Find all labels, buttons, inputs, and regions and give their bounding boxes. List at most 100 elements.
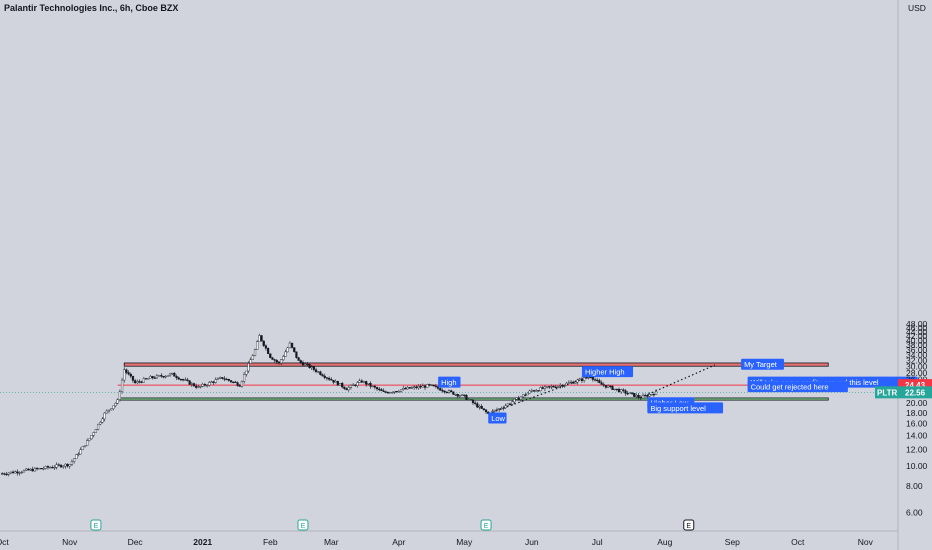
candle-body (210, 381, 213, 383)
candle-body (62, 465, 65, 468)
candle-body (114, 403, 117, 407)
candle-body (293, 347, 296, 352)
candle-body (535, 390, 538, 392)
candle-body (321, 374, 324, 377)
earnings-event-marker[interactable] (683, 519, 695, 531)
candle-body (641, 395, 645, 399)
candle-body (94, 429, 98, 433)
annotation-box[interactable] (741, 358, 784, 370)
candle-body (441, 390, 444, 392)
candle-body (587, 376, 590, 379)
candle-body (25, 468, 28, 471)
support-zone[interactable] (119, 397, 829, 401)
earnings-event-marker[interactable] (90, 519, 102, 531)
candle-body (53, 466, 56, 469)
candle-body (637, 395, 640, 398)
candle-body (380, 389, 383, 392)
candle-body (107, 409, 111, 412)
candle-body (480, 406, 483, 409)
candle-body (600, 382, 603, 385)
candle-body (310, 366, 313, 368)
candle-body (304, 363, 307, 366)
candle-body (3, 473, 6, 475)
candle-body (572, 381, 575, 384)
candle-body (561, 385, 564, 387)
candle-body (247, 363, 250, 372)
x-tick-label: Sep (725, 537, 740, 547)
x-tick-label: Jun (525, 537, 539, 547)
candle-body (138, 381, 141, 383)
y-tick-label: 30.00 (906, 362, 928, 372)
candle-body (264, 345, 268, 349)
candle-body (199, 386, 202, 388)
resistance-zone[interactable] (123, 362, 829, 367)
annotation-box[interactable] (647, 402, 724, 414)
candle-body (319, 371, 322, 375)
candle-body (413, 386, 416, 388)
candle-body (524, 394, 527, 396)
candle-body (234, 381, 237, 383)
candle-body (175, 376, 178, 378)
candle-body (288, 342, 291, 349)
earnings-event-marker[interactable] (297, 519, 309, 531)
y-tick-label: 12.00 (906, 444, 928, 454)
candle-body (537, 390, 540, 392)
annotation-label: High (441, 378, 456, 387)
candle-body (197, 386, 200, 388)
candle-body (240, 380, 244, 387)
candle-body (624, 390, 627, 394)
candle-body (216, 378, 220, 380)
candle-body (57, 464, 60, 466)
candle-body (271, 357, 274, 360)
candle-body (14, 471, 17, 474)
candle-body (16, 471, 19, 474)
candle-body (504, 405, 507, 409)
candle-body (225, 378, 228, 381)
candle-body (306, 363, 309, 366)
candle-body (341, 383, 344, 388)
candle-body (275, 360, 278, 363)
trend-line[interactable] (640, 364, 716, 399)
candle-body (404, 388, 407, 390)
candle-body (467, 399, 470, 401)
candle-body (134, 380, 137, 384)
candle-body (229, 380, 233, 383)
annotation-box[interactable] (581, 366, 634, 378)
y-tick-label: 10.00 (906, 461, 928, 471)
candle-body (160, 375, 163, 377)
candle-body (286, 347, 289, 353)
candle-body (406, 387, 409, 390)
candle-body (136, 381, 139, 384)
candle-body (589, 376, 592, 379)
candle-body (323, 375, 326, 378)
candle-body (545, 386, 549, 388)
candle-body (539, 387, 542, 392)
candle-body (299, 360, 302, 363)
candle-body (249, 359, 252, 364)
earnings-event-marker[interactable] (480, 519, 492, 531)
y-tick-label: 14.00 (906, 431, 928, 441)
candle-body (232, 381, 235, 383)
candle-body (140, 381, 143, 383)
candle-body (426, 384, 429, 388)
candle-body (463, 394, 466, 396)
candle-body (195, 385, 198, 388)
candle-body (332, 379, 335, 383)
candle-body (90, 435, 93, 440)
candle-body (556, 385, 560, 388)
annotation-box[interactable] (438, 376, 461, 388)
y-tick-label: 8.00 (906, 481, 923, 491)
candle-body (297, 357, 300, 361)
candle-body (445, 391, 448, 394)
candle-body (391, 391, 394, 394)
candle-body (541, 387, 544, 389)
candle-body (110, 408, 113, 411)
candle-body (59, 464, 63, 468)
y-tick-label: 44.00 (906, 327, 928, 337)
candle-body (434, 385, 438, 388)
candle-body (51, 467, 54, 469)
candle-body (212, 381, 215, 383)
annotation-box[interactable] (747, 381, 848, 393)
annotation-box[interactable] (488, 412, 507, 424)
